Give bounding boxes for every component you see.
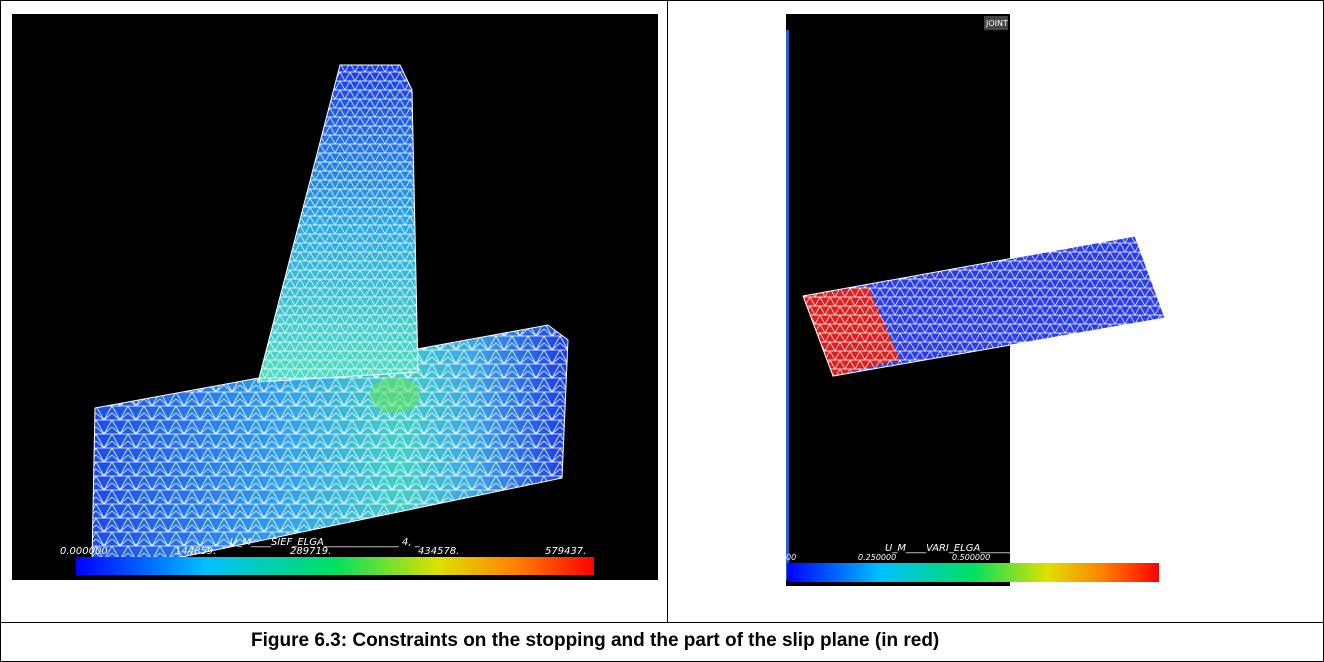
edge-bar: [786, 30, 789, 580]
scale-label: 434578.: [418, 546, 459, 557]
page: U_M____SIEF_ELGA_______________ 4, _ 0.0…: [0, 0, 1324, 662]
badge: JOINT: [985, 19, 1008, 28]
scale-label: 579437.: [545, 546, 586, 557]
figures: U_M____SIEF_ELGA_______________ 4, _ 0.0…: [0, 0, 1324, 622]
scale-label: 00: [786, 553, 796, 562]
scale-label: 0.000000: [60, 546, 108, 557]
scale-label: 289719.: [290, 546, 331, 557]
scale-label: 144859.: [175, 546, 216, 557]
caption: Figure 6.3: Constraints on the stopping …: [0, 622, 1324, 662]
scale-label: 1.00000: [1128, 553, 1161, 562]
scale-label: 0.500000: [952, 553, 990, 562]
scale-label: 0.750000: [1045, 553, 1083, 562]
scale-label: 0.250000: [858, 553, 896, 562]
color-scale: [76, 557, 594, 575]
color-scale: [787, 563, 1159, 582]
